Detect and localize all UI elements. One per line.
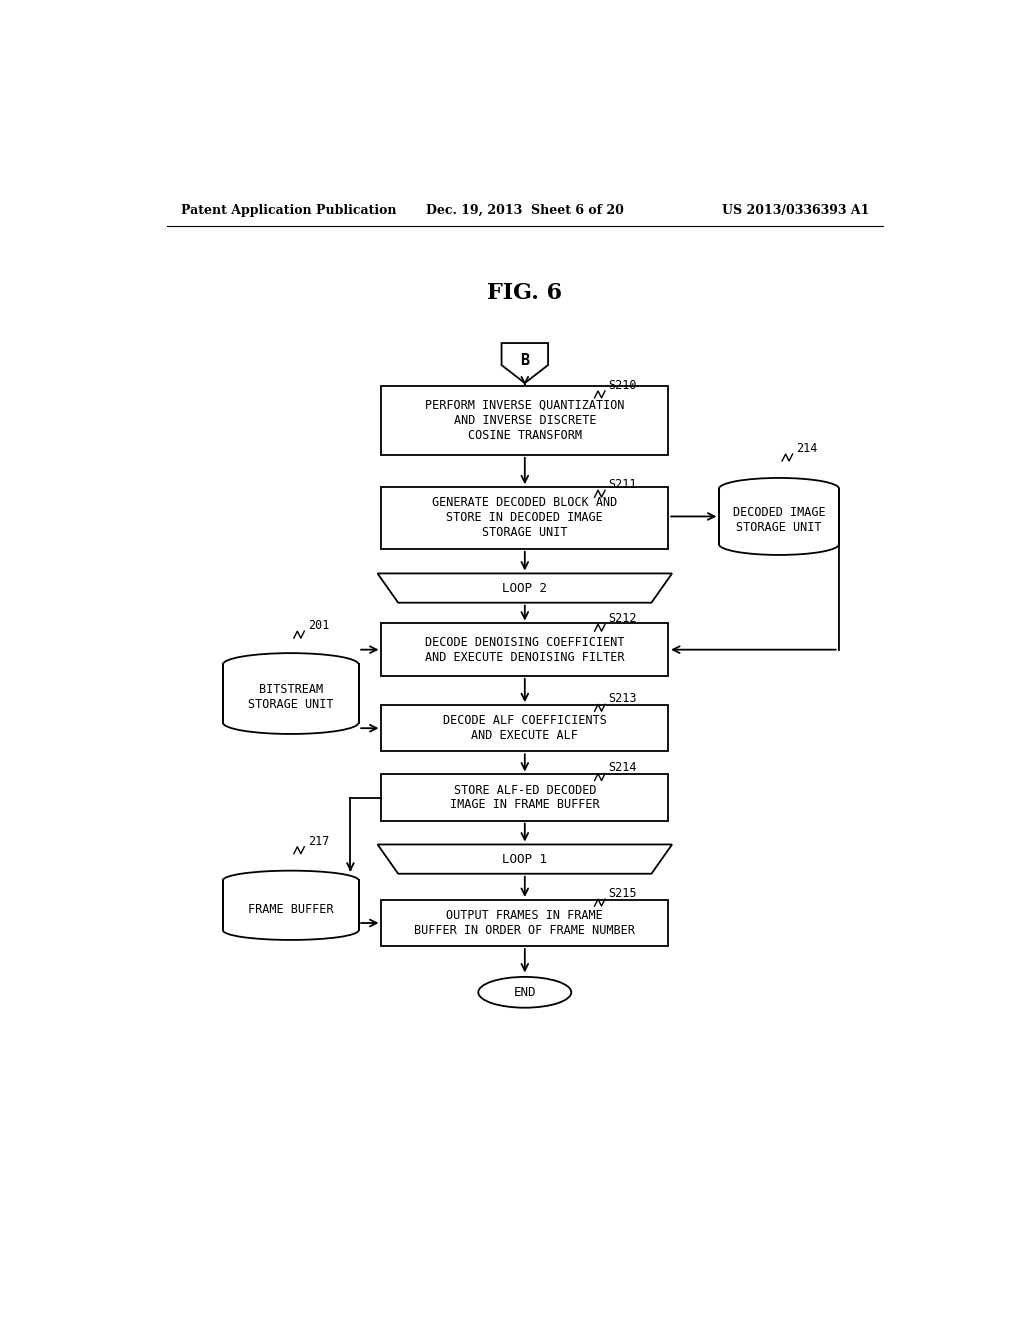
Ellipse shape xyxy=(223,653,358,676)
Polygon shape xyxy=(378,573,672,603)
Text: LOOP 2: LOOP 2 xyxy=(503,582,547,594)
Text: FRAME BUFFER: FRAME BUFFER xyxy=(248,903,334,916)
Text: FIG. 6: FIG. 6 xyxy=(487,282,562,304)
Bar xyxy=(381,775,669,821)
Ellipse shape xyxy=(719,478,839,499)
Bar xyxy=(719,488,839,544)
Text: 201: 201 xyxy=(308,619,329,632)
Text: S213: S213 xyxy=(608,692,637,705)
Text: OUTPUT FRAMES IN FRAME
BUFFER IN ORDER OF FRAME NUMBER: OUTPUT FRAMES IN FRAME BUFFER IN ORDER O… xyxy=(415,909,635,937)
Text: BITSTREAM
STORAGE UNIT: BITSTREAM STORAGE UNIT xyxy=(248,684,334,711)
Text: DECODED IMAGE
STORAGE UNIT: DECODED IMAGE STORAGE UNIT xyxy=(733,507,825,535)
Text: S212: S212 xyxy=(608,612,637,626)
Text: LOOP 1: LOOP 1 xyxy=(503,853,547,866)
Text: US 2013/0336393 A1: US 2013/0336393 A1 xyxy=(722,205,869,218)
Text: DECODE ALF COEFFICIENTS
AND EXECUTE ALF: DECODE ALF COEFFICIENTS AND EXECUTE ALF xyxy=(442,714,607,742)
Text: S210: S210 xyxy=(608,379,637,392)
Bar xyxy=(381,487,669,549)
Polygon shape xyxy=(502,343,548,383)
Bar xyxy=(223,880,358,931)
Bar xyxy=(223,664,358,722)
Text: 217: 217 xyxy=(308,834,329,847)
Bar xyxy=(381,900,669,946)
Text: S214: S214 xyxy=(608,762,637,775)
Bar xyxy=(381,385,669,455)
Text: PERFORM INVERSE QUANTIZATION
AND INVERSE DISCRETE
COSINE TRANSFORM: PERFORM INVERSE QUANTIZATION AND INVERSE… xyxy=(425,399,625,442)
Text: STORE ALF-ED DECODED
IMAGE IN FRAME BUFFER: STORE ALF-ED DECODED IMAGE IN FRAME BUFF… xyxy=(450,784,600,812)
Ellipse shape xyxy=(478,977,571,1007)
Bar xyxy=(223,664,358,722)
Text: GENERATE DECODED BLOCK AND
STORE IN DECODED IMAGE
STORAGE UNIT: GENERATE DECODED BLOCK AND STORE IN DECO… xyxy=(432,496,617,540)
Text: DECODE DENOISING COEFFICIENT
AND EXECUTE DENOISING FILTER: DECODE DENOISING COEFFICIENT AND EXECUTE… xyxy=(425,636,625,664)
Bar xyxy=(381,623,669,676)
Text: S215: S215 xyxy=(608,887,637,900)
Ellipse shape xyxy=(223,871,358,890)
Bar xyxy=(223,880,358,931)
Text: S211: S211 xyxy=(608,478,637,491)
Text: B: B xyxy=(520,354,529,368)
Text: Dec. 19, 2013  Sheet 6 of 20: Dec. 19, 2013 Sheet 6 of 20 xyxy=(426,205,624,218)
Polygon shape xyxy=(378,845,672,874)
Text: 214: 214 xyxy=(796,442,817,455)
Bar xyxy=(381,705,669,751)
Text: Patent Application Publication: Patent Application Publication xyxy=(180,205,396,218)
Text: END: END xyxy=(514,986,536,999)
Bar xyxy=(719,488,839,544)
